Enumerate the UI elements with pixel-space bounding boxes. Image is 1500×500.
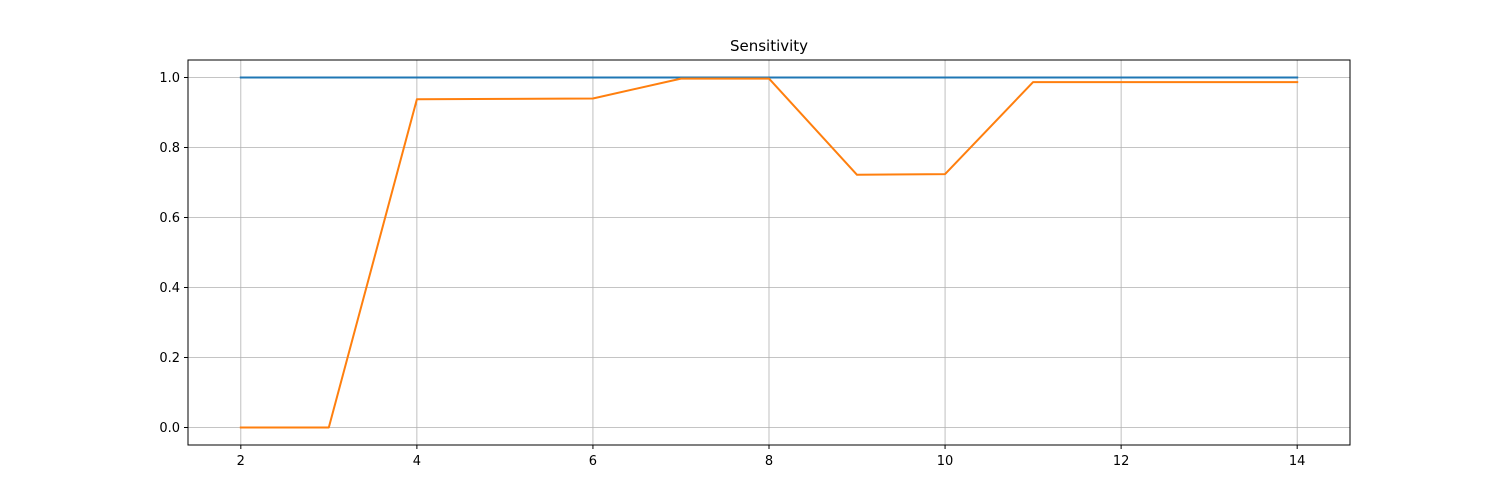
axis-ticks: 2 4 6 8 10 12 14 0.0 0.2 0.4 0.6 0.8 1.0 xyxy=(159,71,1305,469)
chart-title: Sensitivity xyxy=(730,37,808,55)
series-line-2 xyxy=(239,77,1299,429)
x-tick-label: 4 xyxy=(413,454,421,469)
y-tick-label: 0.2 xyxy=(159,351,180,366)
x-tick-label: 14 xyxy=(1289,454,1306,469)
x-tick-label: 2 xyxy=(237,454,245,469)
x-tick-label: 10 xyxy=(937,454,954,469)
y-tick-label: 0.8 xyxy=(159,141,180,156)
y-tick-label: 1.0 xyxy=(159,71,180,86)
x-tick-label: 8 xyxy=(765,454,773,469)
y-tick-label: 0.6 xyxy=(159,211,180,226)
y-tick-label: 0.4 xyxy=(159,281,180,296)
x-tick-label: 6 xyxy=(589,454,597,469)
y-tick-label: 0.0 xyxy=(159,421,180,436)
x-tick-label: 12 xyxy=(1113,454,1130,469)
series-lines xyxy=(239,76,1299,429)
